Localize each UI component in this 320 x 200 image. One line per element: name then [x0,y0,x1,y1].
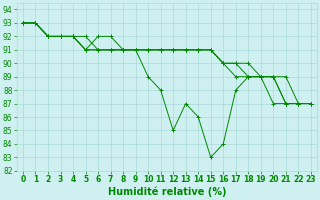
X-axis label: Humidité relative (%): Humidité relative (%) [108,187,226,197]
